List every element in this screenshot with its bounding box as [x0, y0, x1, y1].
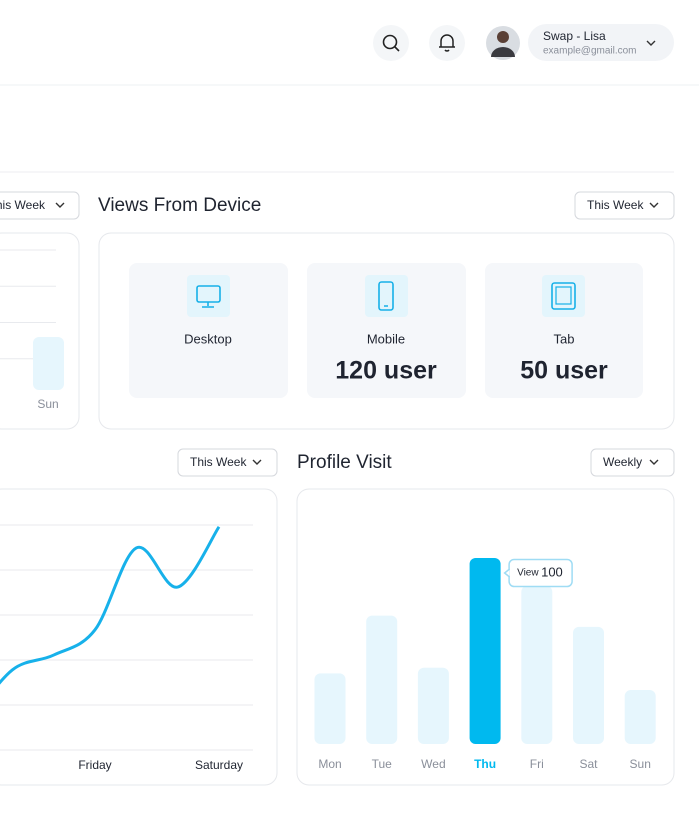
x-tick-label: Sat: [579, 757, 598, 771]
device-count: 50 user: [520, 357, 608, 385]
device-card: [485, 263, 643, 398]
bar: [314, 673, 346, 744]
tooltip-value: 100: [541, 564, 563, 579]
bar: [366, 615, 398, 744]
bar: [417, 667, 449, 744]
user-menu[interactable]: [528, 24, 674, 61]
filter-label: This Week: [0, 198, 46, 212]
filter-label: This Week: [587, 198, 644, 212]
x-tick-label: Mon: [318, 757, 341, 771]
tooltip-pointer: [503, 568, 511, 578]
chevron: [55, 202, 65, 208]
search-button[interactable]: [373, 25, 409, 61]
chevron: [252, 459, 262, 465]
chevron: [649, 459, 659, 465]
chevron: [646, 40, 656, 46]
notification-button[interactable]: [429, 25, 465, 61]
x-tick-label: Fri: [530, 757, 544, 771]
device-count: 120 user: [335, 357, 437, 385]
filter-dropdown[interactable]: [0, 191, 80, 220]
user-name: Swap - Lisa: [543, 29, 606, 43]
x-tick-label: Sun: [630, 757, 651, 771]
x-tick-label: Tue: [372, 757, 393, 771]
x-tick-label: Wed: [421, 757, 445, 771]
x-tick-label: Saturday: [195, 758, 243, 772]
filter-label: Weekly: [603, 455, 642, 469]
device-card: [129, 263, 288, 398]
section-title: Views From Device: [98, 195, 261, 216]
device-label: Mobile: [367, 331, 405, 346]
bar: [469, 558, 501, 744]
filter-dropdown[interactable]: [574, 191, 675, 220]
bar: [521, 585, 553, 744]
x-tick-label: Thu: [474, 757, 496, 771]
tooltip-label: View: [517, 568, 539, 579]
device-label: Desktop: [184, 331, 232, 346]
card: [0, 488, 278, 786]
device-label: Tab: [554, 331, 575, 346]
line: [0, 525, 221, 685]
x-tick-label: Friday: [78, 758, 111, 772]
bar: [573, 626, 604, 744]
filter-dropdown[interactable]: [590, 448, 675, 477]
avatar[interactable]: [486, 26, 520, 60]
filter-label: This Week: [190, 455, 247, 469]
chevron: [649, 202, 659, 208]
user-email: example@gmail.com: [543, 46, 637, 57]
section-title: Profile Visit: [297, 452, 392, 473]
filter-dropdown[interactable]: [177, 448, 278, 477]
x-tick-label: Sun: [37, 397, 58, 411]
device-card: [307, 263, 466, 398]
bar: [624, 690, 656, 744]
bar: [33, 337, 64, 390]
